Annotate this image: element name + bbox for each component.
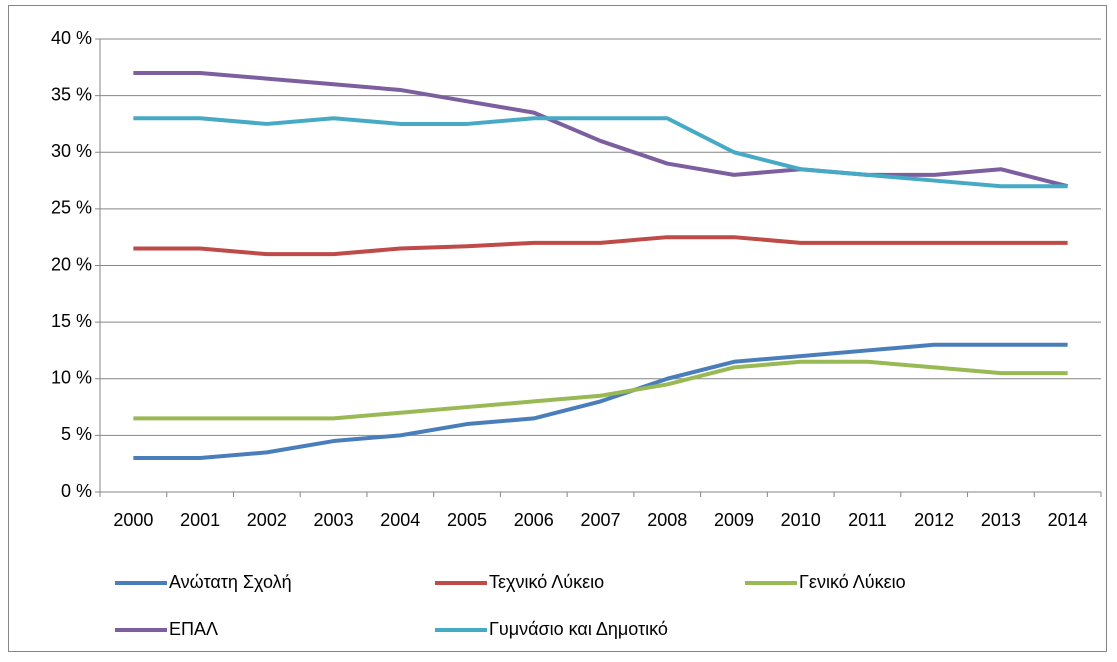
y-tick-label: 30 % xyxy=(51,141,92,161)
x-tick-label: 2005 xyxy=(447,510,487,530)
legend-label: Ανώτατη Σχολή xyxy=(169,572,292,592)
legend-label: ΕΠΑΛ xyxy=(169,619,218,639)
legend-label: Γυμνάσιο και Δημοτικό xyxy=(489,619,668,639)
x-tick-label: 2006 xyxy=(514,510,554,530)
x-tick-label: 2000 xyxy=(113,510,153,530)
legend-label: Τεχνικό Λύκειο xyxy=(489,572,604,592)
y-tick-label: 40 % xyxy=(51,28,92,48)
x-tick-label: 2003 xyxy=(314,510,354,530)
y-tick-label: 25 % xyxy=(51,198,92,218)
x-tick-label: 2014 xyxy=(1048,510,1088,530)
x-tick-label: 2004 xyxy=(380,510,420,530)
x-tick-label: 2007 xyxy=(580,510,620,530)
y-tick-label: 10 % xyxy=(51,368,92,388)
x-tick-label: 2012 xyxy=(914,510,954,530)
x-tick-label: 2010 xyxy=(781,510,821,530)
series-line xyxy=(133,359,1068,421)
x-tick-label: 2009 xyxy=(714,510,754,530)
x-tick-label: 2008 xyxy=(647,510,687,530)
y-tick-label: 0 % xyxy=(61,481,92,501)
x-tick-label: 2002 xyxy=(247,510,287,530)
x-tick-label: 2013 xyxy=(981,510,1021,530)
series-line xyxy=(133,235,1068,257)
x-tick-label: 2001 xyxy=(180,510,220,530)
y-tick-label: 35 % xyxy=(51,84,92,104)
series-line xyxy=(133,70,1069,189)
legend-label: Γενικό Λύκειο xyxy=(799,572,906,592)
y-tick-label: 15 % xyxy=(51,311,92,331)
x-tick-label: 2011 xyxy=(848,510,887,530)
chart-border xyxy=(8,5,1107,652)
y-tick-label: 5 % xyxy=(61,424,92,444)
series-line xyxy=(133,342,1068,461)
y-tick-label: 20 % xyxy=(51,254,92,274)
series-line xyxy=(133,116,1068,189)
